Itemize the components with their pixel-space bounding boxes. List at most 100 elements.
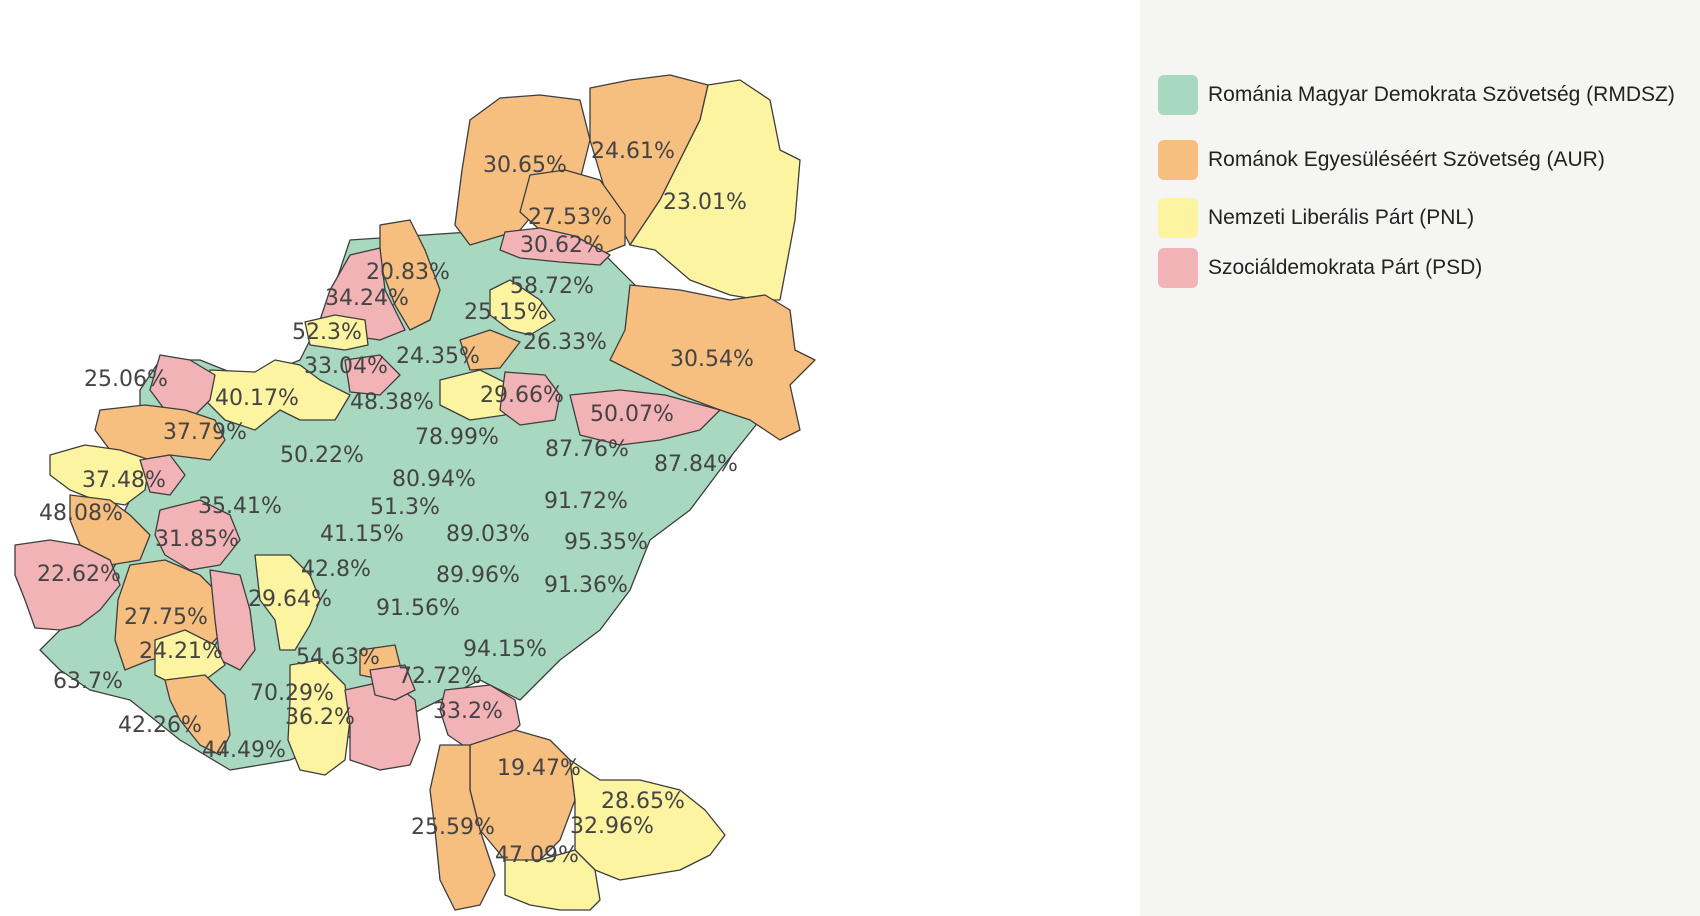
legend-swatch-pnl: [1158, 198, 1198, 238]
region-label: 24.61%: [591, 139, 675, 164]
region-label: 91.72%: [544, 489, 628, 514]
region-label: 80.94%: [392, 467, 476, 492]
region-psd-3185[interactable]: [154, 499, 241, 571]
region-label: 19.47%: [497, 756, 581, 781]
region-pnl-362[interactable]: [287, 659, 351, 776]
region-label: 50.22%: [280, 443, 364, 468]
region-label: 32.96%: [570, 814, 654, 839]
region-label: 27.53%: [528, 205, 612, 230]
region-psd-2775[interactable]: [209, 569, 256, 671]
legend-label: Románia Magyar Demokrata Szövetség (RMDS…: [1208, 83, 1675, 106]
region-label: 87.84%: [654, 452, 738, 477]
legend-label: Szociáldemokrata Párt (PSD): [1208, 256, 1483, 279]
region-label: 24.35%: [396, 344, 480, 369]
legend-item-aur: Románok Egyesüléséért Szövetség (AUR): [1158, 140, 1605, 180]
region-pnl-2964[interactable]: [254, 554, 321, 651]
region-label: 72.72%: [398, 664, 482, 689]
legend-label: Nemzeti Liberális Párt (PNL): [1208, 206, 1475, 229]
region-label: 29.64%: [248, 587, 332, 612]
region-psd-2262[interactable]: [14, 539, 121, 631]
region-label: 23.01%: [663, 190, 747, 215]
region-label: 29.66%: [480, 383, 564, 408]
region-label: 89.03%: [446, 522, 530, 547]
region-label: 33.2%: [433, 699, 503, 724]
region-label: 27.75%: [124, 605, 208, 630]
region-label: 54.63%: [296, 645, 380, 670]
region-label: 52.3%: [292, 320, 362, 345]
region-pnl-2421[interactable]: [154, 629, 226, 686]
region-pnl-4709[interactable]: [504, 849, 601, 911]
legend-item-rmdsz: Románia Magyar Demokrata Szövetség (RMDS…: [1158, 75, 1675, 115]
region-label: 58.72%: [510, 274, 594, 299]
region-label: 30.65%: [483, 153, 567, 178]
region-label: 26.33%: [523, 330, 607, 355]
region-c2-aur[interactable]: [459, 329, 521, 371]
region-label: 91.36%: [544, 573, 628, 598]
region-psd-3748[interactable]: [139, 454, 186, 496]
region-label: 95.35%: [564, 530, 648, 555]
region-label: 63.7%: [53, 669, 123, 694]
region-label: 37.48%: [82, 468, 166, 493]
region-psd-5007[interactable]: [569, 389, 721, 446]
legend-panel: Románia Magyar Demokrata Szövetség (RMDS…: [1140, 0, 1700, 916]
region-label: 22.62%: [37, 562, 121, 587]
region-label: 94.15%: [463, 637, 547, 662]
region-label: 41.15%: [320, 522, 404, 547]
region-e-aur[interactable]: [609, 284, 816, 441]
region-pnl-3748[interactable]: [49, 444, 151, 506]
county-map: 30.65% 24.61% 23.01% 27.53% 30.62% 20.83…: [14, 74, 816, 911]
region-label: 78.99%: [415, 425, 499, 450]
legend-swatch-aur: [1158, 140, 1198, 180]
region-w-pnl[interactable]: [204, 359, 351, 431]
region-label: 47.09%: [495, 843, 579, 868]
region-label: 34.24%: [325, 286, 409, 311]
region-psd-2966[interactable]: [499, 371, 561, 426]
region-label: 28.65%: [601, 789, 685, 814]
region-pnl-523[interactable]: [304, 314, 369, 351]
region-label: 87.76%: [545, 437, 629, 462]
region-label: 37.79%: [163, 420, 247, 445]
region-nwc-aur[interactable]: [379, 219, 441, 331]
region-label: 51.3%: [370, 495, 440, 520]
region-label: 50.07%: [590, 402, 674, 427]
legend-swatch-rmdsz: [1158, 75, 1198, 115]
region-label: 25.59%: [411, 815, 495, 840]
region-psd-nw[interactable]: [149, 354, 216, 416]
legend-label: Románok Egyesüléséért Szövetség (AUR): [1208, 148, 1605, 171]
region-label: 25.06%: [84, 367, 168, 392]
map-labels: 30.65% 24.61% 23.01% 27.53% 30.62% 20.83…: [37, 139, 754, 868]
region-n2-aur[interactable]: [519, 169, 626, 256]
region-psd-3304[interactable]: [344, 354, 401, 396]
region-aur-4808[interactable]: [69, 494, 151, 566]
region-label: 20.83%: [366, 260, 450, 285]
region-label: 31.85%: [155, 527, 239, 552]
region-label: 91.56%: [376, 596, 460, 621]
region-label: 24.21%: [139, 639, 223, 664]
region-label: 30.54%: [670, 347, 754, 372]
region-pnl-2966[interactable]: [439, 369, 511, 421]
map-regions: [14, 74, 816, 911]
legend-swatch-psd: [1158, 248, 1198, 288]
region-label: 42.8%: [301, 557, 371, 582]
legend-item-psd: Szociáldemokrata Párt (PSD): [1158, 248, 1482, 288]
region-label: 33.04%: [304, 354, 388, 379]
region-psd-7272[interactable]: [369, 664, 416, 701]
region-label: 48.38%: [350, 390, 434, 415]
region-n-psd[interactable]: [499, 227, 611, 266]
map-area: 30.65% 24.61% 23.01% 27.53% 30.62% 20.83…: [14, 74, 816, 911]
region-label: 89.96%: [436, 563, 520, 588]
region-label: 42.26%: [118, 713, 202, 738]
region-label: 40.17%: [215, 386, 299, 411]
region-aur-4449[interactable]: [164, 674, 231, 756]
region-label: 70.29%: [250, 681, 334, 706]
region-label: 25.15%: [464, 300, 548, 325]
region-c-pnl[interactable]: [489, 279, 556, 336]
region-label: 35.41%: [198, 494, 282, 519]
region-label: 44.49%: [202, 738, 286, 763]
region-aur-3779[interactable]: [94, 404, 226, 461]
region-label: 36.2%: [285, 705, 355, 730]
region-label: 30.62%: [520, 233, 604, 258]
legend-item-pnl: Nemzeti Liberális Párt (PNL): [1158, 198, 1474, 238]
region-label: 48.08%: [39, 501, 123, 526]
region-aur-2559[interactable]: [429, 744, 496, 911]
